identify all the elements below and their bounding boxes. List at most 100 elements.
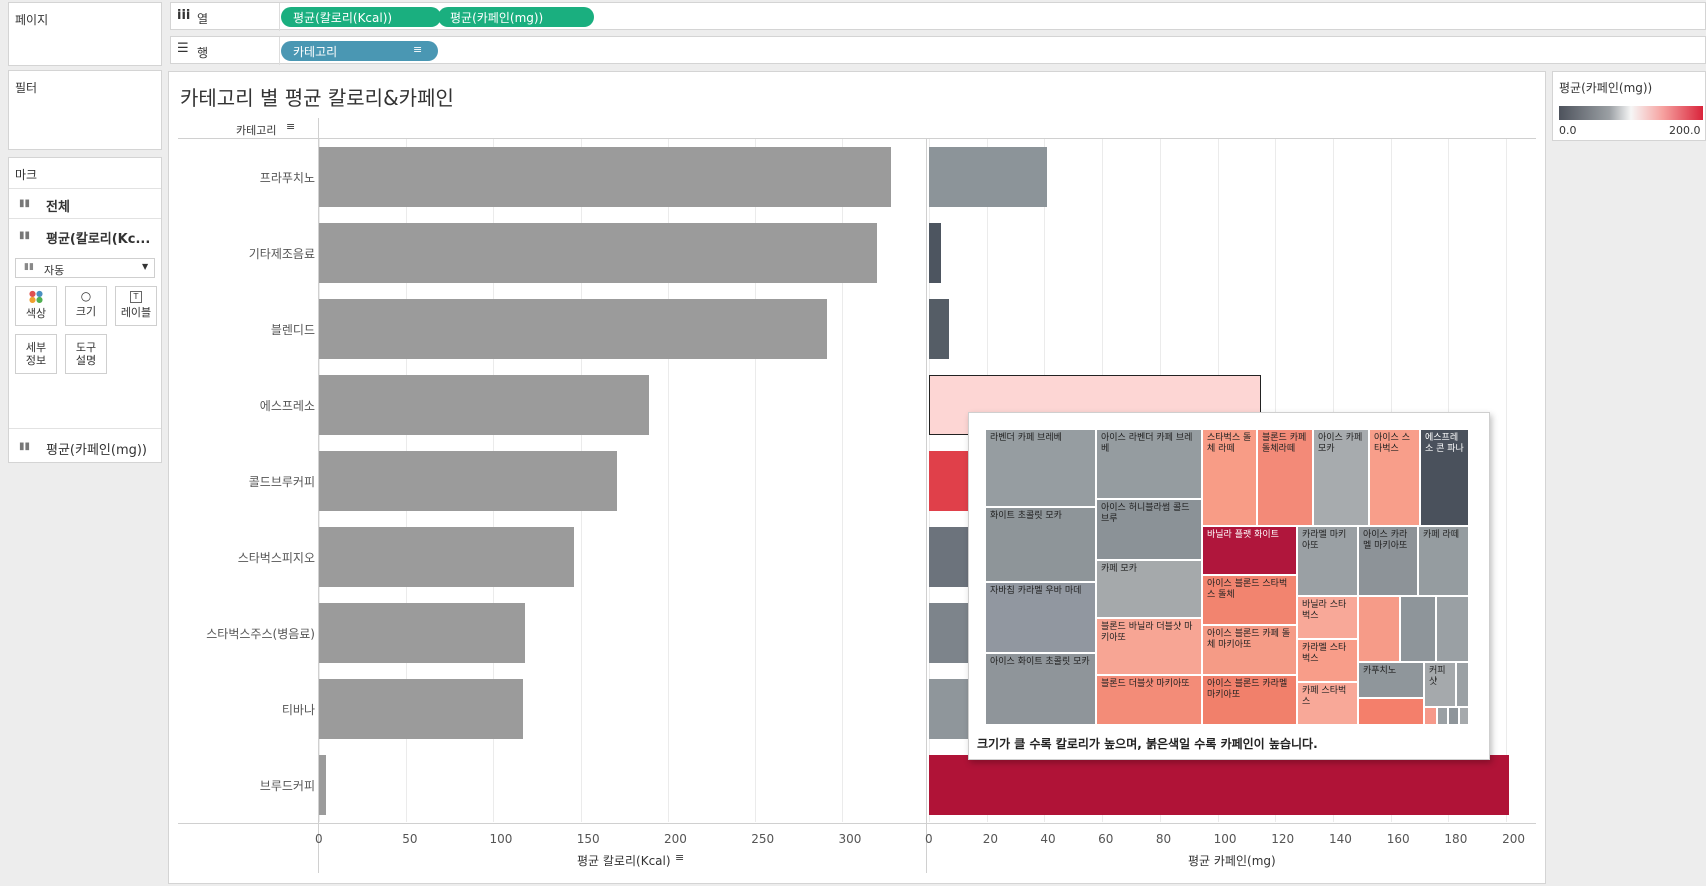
bar-calorie[interactable]: [319, 223, 878, 283]
treemap-cell[interactable]: 카페 모카: [1096, 560, 1202, 618]
gridline: [755, 139, 757, 822]
detail-button[interactable]: 세부 정보: [15, 334, 57, 374]
treemap-cell[interactable]: 화이트 초콜릿 모카: [985, 507, 1096, 582]
bar-calorie[interactable]: [319, 147, 892, 207]
x-tick-caffeine: 100: [1213, 832, 1237, 846]
treemap-cell[interactable]: [1400, 596, 1436, 662]
bar-icon: ▮▮: [19, 198, 31, 209]
category-label[interactable]: 프라푸치노: [259, 171, 315, 185]
chart-title: 카테고리 별 평균 칼로리&카페인: [180, 86, 454, 110]
bar-icon: ▮▮: [19, 230, 31, 241]
category-label[interactable]: 블렌디드: [270, 323, 315, 337]
category-label[interactable]: 기타제조음료: [248, 247, 315, 261]
treemap-cell[interactable]: 카페 라떼: [1418, 526, 1469, 596]
treemap-cell[interactable]: 카페 스타벅스: [1297, 682, 1358, 725]
marks-item-all[interactable]: 전체: [46, 200, 70, 215]
row-pill-category[interactable]: 카테고리: [281, 41, 438, 61]
treemap-cell[interactable]: 카라멜 마키아또: [1297, 526, 1358, 596]
bar-calorie[interactable]: [319, 527, 574, 587]
category-label[interactable]: 콜드브루커피: [248, 475, 315, 489]
treemap-cell[interactable]: 라벤더 카페 브레베: [985, 429, 1096, 507]
tooltip-caption: 크기가 클 수록 칼로리가 높으며, 붉은색일 수록 카페인이 높습니다.: [977, 737, 1318, 751]
x-tick-caffeine: 0: [925, 832, 933, 846]
treemap-cell[interactable]: 블론드 더블샷 마키아또: [1096, 675, 1202, 725]
bar-icon: ▮▮: [19, 441, 31, 452]
treemap-cell[interactable]: [1358, 596, 1400, 662]
treemap-cell[interactable]: 카푸치노: [1358, 662, 1424, 698]
bar-calorie[interactable]: [319, 451, 618, 511]
treemap-cell[interactable]: 바닐라 스타벅스: [1297, 596, 1358, 639]
treemap-cell[interactable]: [1424, 707, 1437, 725]
bar-calorie[interactable]: [319, 375, 649, 435]
legend-gradient[interactable]: [1559, 106, 1703, 120]
bar-calorie[interactable]: [319, 755, 326, 815]
marks-label: 마크: [15, 168, 38, 182]
tooltip-button[interactable]: 도구 설명: [65, 334, 107, 374]
pages-shelf[interactable]: 페이지: [8, 2, 162, 66]
label-button[interactable]: T 레이블: [115, 286, 157, 326]
x-tick-calorie: 300: [838, 832, 862, 846]
category-label[interactable]: 에스프레소: [259, 399, 315, 413]
row-header[interactable]: 카테고리: [236, 124, 277, 137]
treemap-cell[interactable]: 아이스 블론드 카라멜 마키아또: [1202, 675, 1297, 725]
treemap-cell[interactable]: 아이스 블론드 카페 돌체 마키아또: [1202, 625, 1297, 675]
marks-item-caffeine[interactable]: 평균(카페인(mg)): [46, 443, 148, 458]
tooltip-popup: 라벤더 카페 브레베 화이트 초콜릿 모카 자바칩 카라멜 우바 마데 아이스 …: [968, 412, 1490, 760]
category-label[interactable]: 스타벅스피지오: [237, 551, 315, 565]
treemap-cell[interactable]: 카라멜 스타벅스: [1297, 639, 1358, 682]
bar-calorie[interactable]: [319, 299, 827, 359]
sort-icon[interactable]: ≡: [413, 43, 423, 56]
columns-label: 열: [197, 12, 209, 26]
treemap-cell[interactable]: 블론드 바닐라 더블샷 마키아또: [1096, 618, 1202, 675]
treemap-cell[interactable]: [1459, 707, 1469, 725]
pages-label: 페이지: [15, 13, 49, 27]
columns-shelf[interactable]: iii 열 평균(칼로리(Kcal)) 평균(카페인(mg)): [170, 2, 1706, 31]
treemap-cell[interactable]: 아이스 화이트 초콜릿 모카: [985, 653, 1096, 725]
column-pill-caffeine[interactable]: 평균(카페인(mg)): [438, 7, 594, 27]
category-label[interactable]: 스타벅스주스(병음료): [206, 627, 315, 641]
rows-shelf[interactable]: ☰ 행 카테고리 ≡: [170, 36, 1706, 65]
size-button[interactable]: ○ 크기: [65, 286, 107, 326]
filters-shelf[interactable]: 필터: [8, 70, 162, 150]
rows-label: 행: [197, 46, 209, 60]
treemap-cell[interactable]: 아이스 카페 모카: [1313, 429, 1369, 526]
x-axis-title-calorie[interactable]: 평균 칼로리(Kcal): [577, 854, 671, 868]
treemap-cell[interactable]: [1436, 596, 1469, 662]
treemap-cell[interactable]: 블론드 카페 돌체라떼: [1257, 429, 1313, 526]
marks-item-calorie[interactable]: 평균(칼로리(Kc...: [46, 232, 151, 247]
treemap-cell[interactable]: 에스프레소 콘 파나: [1420, 429, 1469, 526]
treemap-cell[interactable]: [1437, 707, 1448, 725]
bar-calorie[interactable]: [319, 603, 525, 663]
treemap-cell[interactable]: 자바칩 카라멜 우바 마데: [985, 582, 1096, 653]
color-button[interactable]: ●● ●● 색상: [15, 286, 57, 326]
treemap-cell[interactable]: 커피 샷: [1424, 662, 1456, 707]
x-tick-calorie: 100: [489, 832, 513, 846]
treemap-cell[interactable]: [1456, 662, 1469, 707]
treemap: 라벤더 카페 브레베 화이트 초콜릿 모카 자바칩 카라멜 우바 마데 아이스 …: [985, 429, 1469, 725]
bar-caffeine[interactable]: [929, 299, 950, 359]
treemap-cell[interactable]: [1358, 698, 1424, 725]
category-label[interactable]: 브루드커피: [259, 779, 315, 793]
treemap-cell[interactable]: [1448, 707, 1459, 725]
treemap-cell[interactable]: 스타벅스 돌체 라떼: [1202, 429, 1257, 526]
column-pill-calorie[interactable]: 평균(칼로리(Kcal)): [281, 7, 441, 27]
treemap-cell[interactable]: 아이스 허니블라썸 콜드 브루: [1096, 499, 1202, 560]
mark-type-select[interactable]: ▮▮ 자동 ▼: [15, 258, 155, 278]
bar-caffeine[interactable]: [929, 755, 1510, 815]
x-axis-title-caffeine[interactable]: 평균 카페인(mg): [1188, 854, 1276, 868]
bar-caffeine[interactable]: [929, 147, 1048, 207]
treemap-cell[interactable]: 바닐라 플랫 화이트: [1202, 526, 1297, 575]
treemap-cell[interactable]: 아이스 스타벅스: [1369, 429, 1420, 526]
x-tick-caffeine: 20: [982, 832, 998, 846]
bar-calorie[interactable]: [319, 679, 524, 739]
bar-caffeine[interactable]: [929, 223, 941, 283]
treemap-cell[interactable]: 아이스 카라멜 마키아또: [1358, 526, 1418, 596]
sort-icon[interactable]: ≡: [675, 851, 685, 864]
category-label[interactable]: 티바나: [281, 703, 315, 717]
sort-icon[interactable]: ≡: [286, 120, 296, 133]
treemap-cell[interactable]: 아이스 블론드 스타벅스 돌체: [1202, 575, 1297, 625]
gridline: [1506, 139, 1508, 822]
x-tick-caffeine: 60: [1098, 832, 1114, 846]
treemap-cell[interactable]: 아이스 라벤더 카페 브레베: [1096, 429, 1202, 499]
columns-icon: iii: [177, 8, 191, 23]
